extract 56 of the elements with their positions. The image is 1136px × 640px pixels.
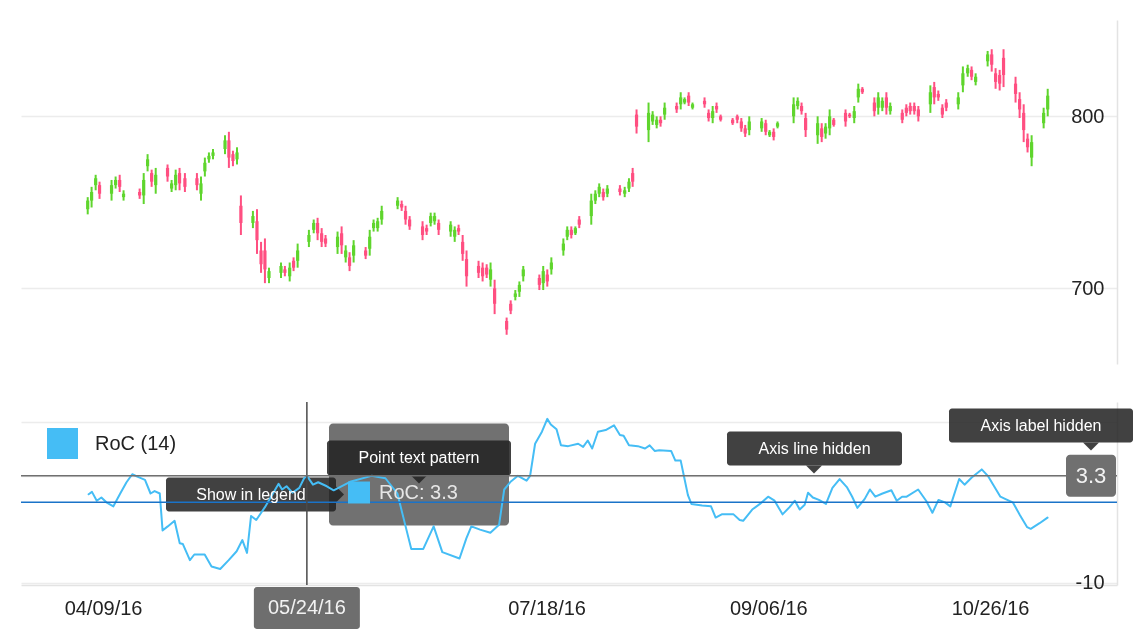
candlestick	[493, 278, 497, 316]
candlestick	[263, 237, 267, 285]
annotation: Axis line hidden	[758, 439, 871, 457]
candlestick	[296, 242, 300, 269]
candlestick	[315, 216, 320, 242]
candlestick	[199, 175, 203, 202]
x-tick-label: 10/26/16	[951, 596, 1030, 619]
candlestick	[183, 172, 187, 193]
y-tick-label: 3.3	[1075, 462, 1107, 488]
candlestick	[631, 166, 635, 188]
candlestick	[884, 91, 888, 116]
candlestick	[646, 101, 651, 144]
candlestick	[347, 251, 352, 273]
candlestick	[223, 134, 227, 156]
candlestick	[928, 84, 932, 114]
candlestick	[488, 261, 493, 288]
candlestick	[589, 192, 593, 226]
candlestick	[340, 225, 344, 255]
candlestick	[804, 111, 808, 138]
candlestick	[142, 172, 146, 206]
annotation: Point text pattern	[358, 449, 480, 466]
candlestick	[816, 115, 820, 145]
candlestick	[239, 194, 243, 236]
line-series	[87, 417, 1049, 570]
candlestick	[352, 239, 356, 264]
x-tick-label: 04/09/16	[64, 596, 143, 619]
y-tick-label: 800	[1071, 104, 1105, 127]
candlestick	[541, 264, 545, 292]
candlestick	[1001, 48, 1006, 89]
y-tick-label: 700	[1071, 276, 1105, 299]
candlestick	[828, 108, 832, 137]
x-tick-label: 09/06/16	[729, 596, 808, 619]
candlestick	[961, 65, 965, 94]
ref-line-label: 05/24/16	[267, 596, 346, 618]
candlestick	[174, 168, 178, 192]
candlestick	[792, 96, 796, 125]
y-tick-label: -10	[1075, 571, 1105, 594]
candlestick	[335, 230, 340, 255]
legend-label: RoC (14)	[95, 431, 177, 454]
candlestick	[227, 130, 231, 169]
candlestick	[109, 178, 114, 202]
candlestick	[820, 122, 824, 144]
candlestick	[368, 228, 372, 257]
candlestick	[876, 91, 880, 116]
candlestick	[403, 204, 408, 226]
candlestick	[177, 166, 182, 192]
candlestick	[420, 220, 425, 242]
candlestick	[634, 108, 639, 135]
candlestick	[990, 48, 994, 73]
candlestick	[154, 166, 158, 195]
annotation: Axis label hidden	[980, 416, 1102, 434]
candlestick	[1030, 134, 1034, 168]
candlestick	[932, 80, 936, 106]
candlestick	[747, 115, 751, 137]
x-tick-label: 07/18/16	[508, 596, 586, 619]
candlestick	[993, 67, 998, 90]
